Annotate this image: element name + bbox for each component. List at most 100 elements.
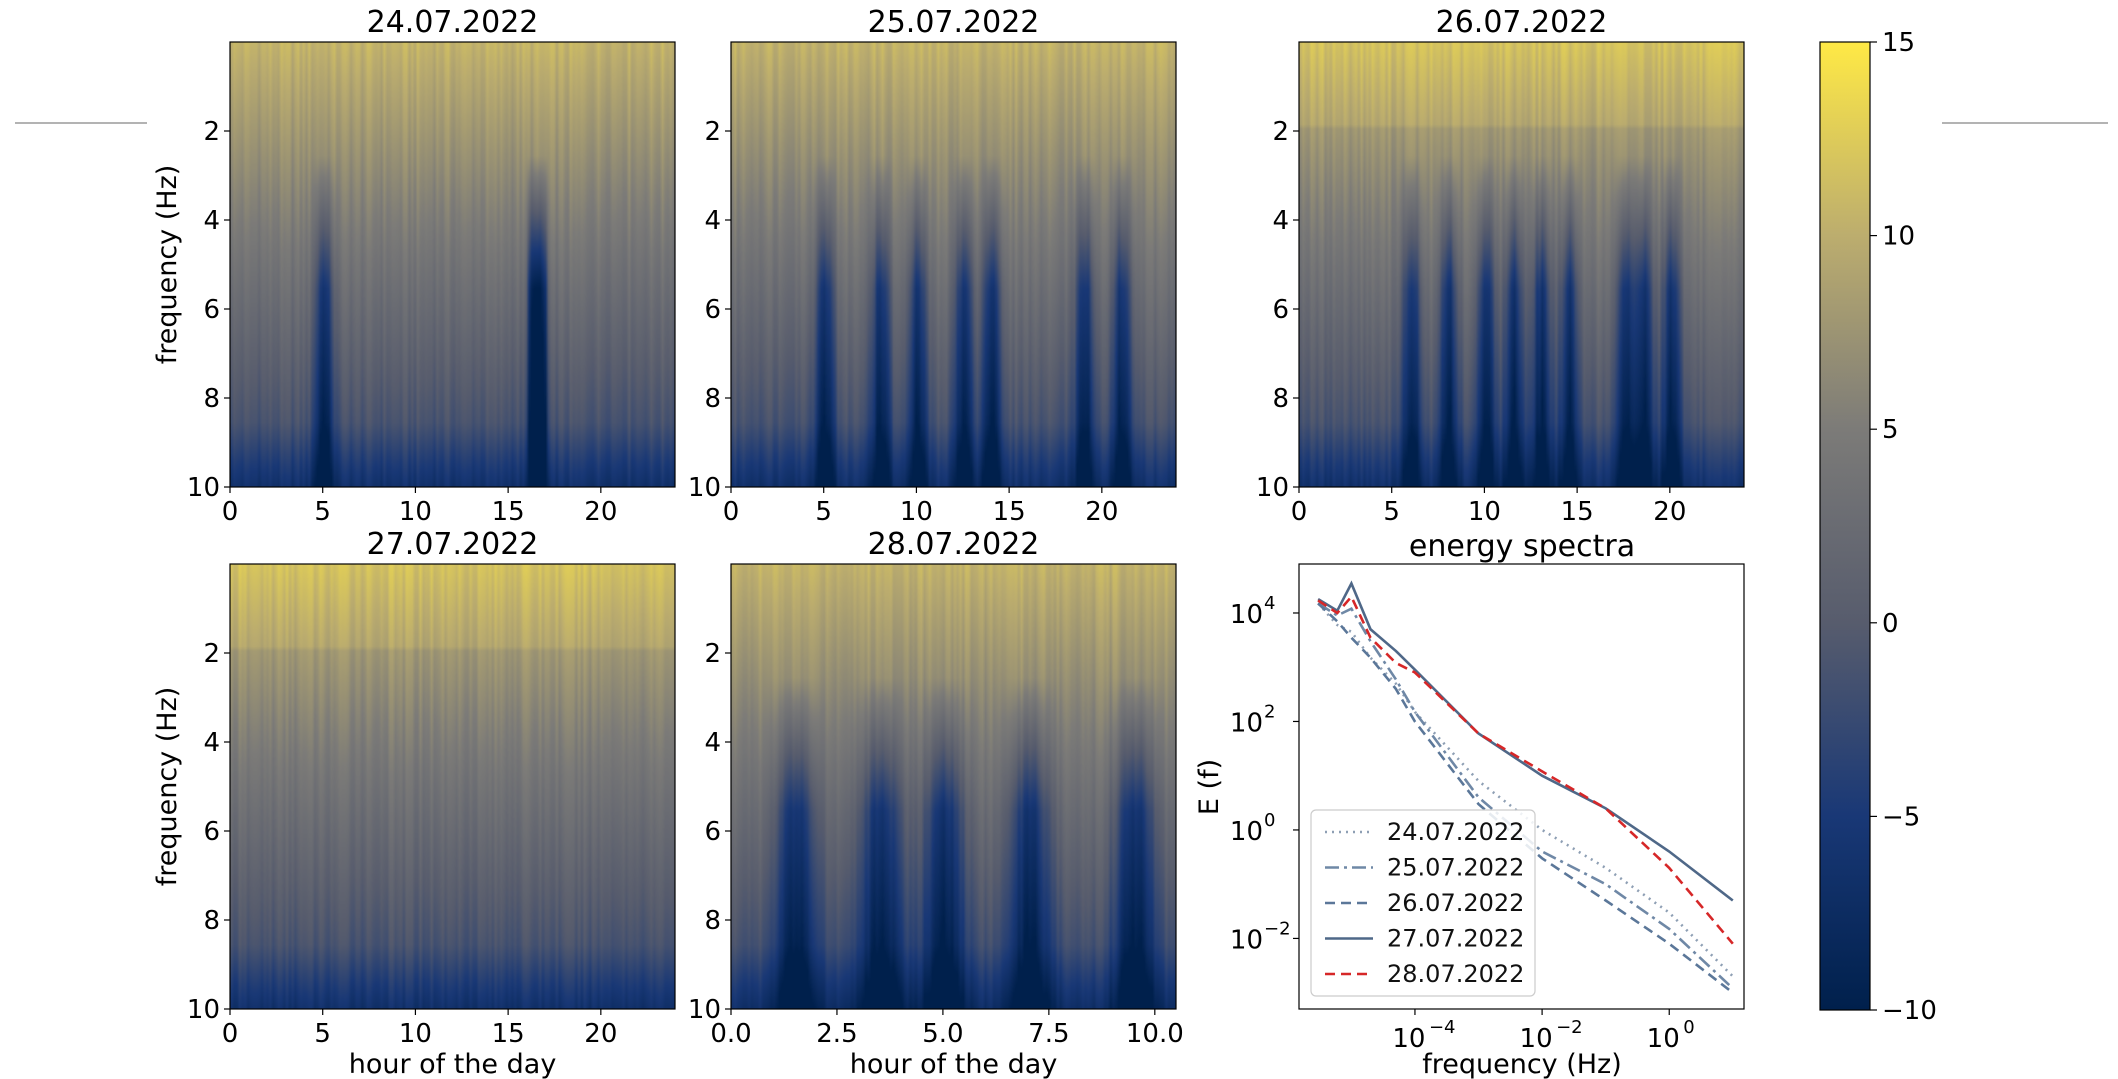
y-tick-label: 6 [704,295,721,325]
y-tick-label: 2 [704,639,721,669]
y-tick-label: 10 [187,473,220,503]
colorbar: 15 10 5 0 −5 −10 [1819,28,1937,1026]
panel-title: 28.07.2022 [868,527,1040,562]
x-tick-label: 10 [1392,1024,1425,1054]
y-tick-label: 6 [704,817,721,847]
x-tick-label: 10 [1647,1024,1680,1054]
x-tick-label: 15 [492,1019,525,1049]
x-tick-label: 5 [815,497,832,527]
x-tick-label: 0.0 [710,1019,751,1049]
x-tick-label: 20 [1653,497,1686,527]
y-tick-label: 8 [203,906,220,936]
legend-label: 27.07.2022 [1387,925,1524,953]
legend-label: 28.07.2022 [1387,960,1524,988]
y-tick-label: 4 [704,728,721,758]
y-tick-exponent: −2 [1264,918,1291,939]
series-line [1317,602,1734,990]
axes-frame [730,563,1177,1010]
y-tick-label: 6 [1272,295,1289,325]
y-tick-exponent: 0 [1264,810,1275,831]
y-tick-label: 2 [704,117,721,147]
spectrogram-image [731,42,1176,487]
axes-frame [229,41,676,488]
x-tick-label: 10 [1520,1024,1553,1054]
colorbar-tick-label: 0 [1882,609,1899,639]
x-tick-label: 20 [1085,497,1118,527]
x-tick-exponent: −2 [1556,1017,1583,1038]
axes-frame [730,41,1177,488]
colorbar-tick-label: −5 [1882,802,1920,832]
series-line [1317,594,1734,945]
panel-title: 24.07.2022 [367,5,539,40]
series-line [1317,602,1734,994]
series-line [1317,580,1734,902]
x-tick-label: 0 [222,1019,239,1049]
x-axis-label: hour of the day [850,1049,1058,1079]
x-tick-label: 5 [314,1019,331,1049]
x-tick-label: 10 [399,497,432,527]
x-tick-label: 2.5 [816,1019,857,1049]
axes-frame [1298,41,1745,488]
colorbar-tick-label: 5 [1882,415,1899,445]
x-tick-label: 7.5 [1028,1019,1069,1049]
x-tick-label: 10 [900,497,933,527]
y-tick-label: 10 [1230,600,1263,630]
colorbar-tick-label: 10 [1882,222,1915,252]
legend-label: 24.07.2022 [1387,818,1524,846]
spectra-ticks: 10 −4 10 −2 10 010 410 210 010 −2 [1230,593,1695,1054]
energy-spectra-panel: energy spectra 10 −4 10 −2 10 010 410 210 010 −2 … [1194,529,1745,1079]
spectra-legend: 24.07.2022 25.07.2022 26.07.2022 27.07.2022… [1310,809,1536,997]
y-tick-label: 4 [203,728,220,758]
y-tick-label: 10 [688,995,721,1025]
y-tick-label: 2 [203,639,220,669]
x-tick-label: 0 [222,497,239,527]
y-tick-label: 8 [704,384,721,414]
y-tick-label: 2 [203,117,220,147]
y-tick-label: 10 [1230,925,1263,955]
spectrogram-panel-5: 28.07.2022 2 4 6 8 100.0 2.5 5.0 7.5 10.0 hour of … [688,527,1184,1079]
y-tick-label: 4 [1272,206,1289,236]
x-tick-exponent: −4 [1429,1017,1456,1038]
y-tick-label: 6 [203,295,220,325]
x-tick-label: 15 [1561,497,1594,527]
legend-label: 26.07.2022 [1387,889,1524,917]
colorbar-tick-label: −10 [1882,996,1937,1026]
y-tick-label: 8 [1272,384,1289,414]
x-tick-label: 0 [1291,497,1308,527]
colorbar-ticks: 15 10 5 0 −5 −10 [1870,28,1937,1026]
spectrogram-image [1299,42,1744,487]
x-tick-label: 10.0 [1126,1019,1184,1049]
panel-title: 27.07.2022 [367,527,539,562]
x-tick-label: 20 [584,497,617,527]
spectra-xlabel: frequency (Hz) [1422,1049,1622,1079]
spectrogram-image [230,42,675,487]
x-tick-label: 15 [492,497,525,527]
x-tick-label: 15 [993,497,1026,527]
y-tick-label: 10 [187,995,220,1025]
x-tick-label: 5 [1383,497,1400,527]
y-tick-label: 8 [203,384,220,414]
y-tick-label: 10 [1230,817,1263,847]
y-axis-label: frequency (Hz) [152,165,183,365]
y-tick-label: 4 [704,206,721,236]
panel-title: 26.07.2022 [1436,5,1608,40]
y-tick-exponent: 4 [1264,593,1275,614]
y-tick-label: 8 [704,906,721,936]
x-tick-label: 5 [314,497,331,527]
y-tick-label: 10 [688,473,721,503]
spectrogram-image [230,564,675,1009]
x-tick-exponent: 0 [1683,1017,1694,1038]
y-tick-label: 4 [203,206,220,236]
colorbar-gradient [1819,41,1871,1011]
panel-title: 25.07.2022 [868,5,1040,40]
y-tick-label: 2 [1272,117,1289,147]
x-tick-label: 20 [584,1019,617,1049]
x-tick-label: 5.0 [922,1019,963,1049]
y-tick-label: 6 [203,817,220,847]
